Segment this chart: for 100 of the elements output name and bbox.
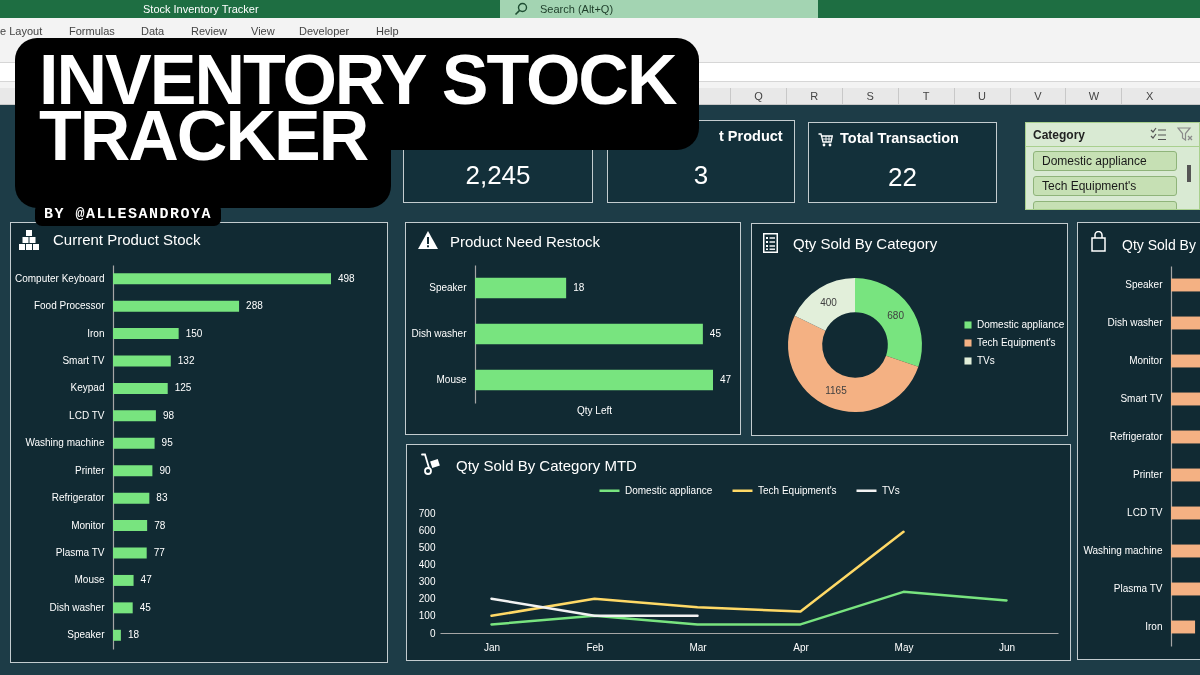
category-label: Data [141,24,165,38]
y-tick-label: Dish washer [411,328,468,339]
bar [113,465,153,477]
category-label: Formulas [69,24,115,38]
y-tick-label: Refrigerator [51,492,106,504]
data-label: 45 [139,601,152,613]
y-tick-label: Washing machine [25,437,105,449]
y-tick-label: 300 [418,576,436,588]
y-tick-label: Speaker [429,282,468,293]
category-label: Q [731,90,786,103]
category-label: V [1010,90,1066,103]
y-tick-label: LCD TV [1127,507,1163,518]
category-label: U [954,90,1010,103]
chart-title: Qty Sold By Category MTD [456,457,637,475]
data-label: 498 [338,272,356,284]
donut-slice [794,278,855,331]
text: Total Transaction [840,129,959,147]
slicer-button: Domestic appliance [1033,151,1177,171]
text: t Product [719,127,783,145]
y-tick-label: 0 [429,627,436,639]
y-tick-label: Plasma TV [55,547,105,558]
data-label: 77 [153,547,166,558]
donut-slice [855,278,922,367]
data-label: 47 [140,574,153,586]
y-tick-label: Iron [87,327,105,339]
y-tick-label: 500 [418,541,436,553]
x-tick-label: Mar [689,641,708,653]
text: BY @ALLESANDROYA [35,203,222,226]
category-label: Help [376,24,399,38]
y-tick-label: Speaker [67,629,106,641]
category-label: S [842,90,898,103]
y-tick-label: 600 [418,524,436,536]
data-label: 95 [161,437,174,449]
bar [113,437,155,449]
x-tick-label: Jun [998,641,1016,653]
slicer-button: Tech Equipment's [1033,176,1177,196]
y-tick-label: Dish washer [49,601,106,613]
y-tick-label: Refrigerator [1109,431,1164,442]
data-label: 132 [177,355,195,366]
legend-label: TVs [977,355,995,366]
data-label: 18 [573,282,585,293]
category-label: Review [191,24,228,38]
x-tick-label: Feb [586,641,605,653]
y-tick-label: Mouse [436,374,467,385]
line-series [490,530,905,618]
y-tick-label: Monitor [1129,355,1164,366]
data-label: 288 [246,300,264,312]
bar [113,574,134,586]
data-label: 150 [185,327,203,339]
data-label: 18 [127,629,140,641]
chart-title: Current Product Stock [53,231,201,249]
search-box: Search (Alt+Q) [500,0,818,18]
text: Category [1033,128,1086,142]
bar [113,300,240,312]
y-tick-label: 400 [418,558,436,570]
y-tick-label: Smart TV [1120,393,1163,404]
x-tick-label: May [894,641,914,653]
data-label: 400 [820,296,838,308]
bar [113,602,133,614]
y-tick-label: Washing machine [1083,545,1163,556]
data-label: 90 [159,464,171,476]
y-tick-label: Dish washer [1107,317,1164,328]
chart-title: Qty Sold By [1122,236,1196,254]
bar [113,629,121,641]
data-label: 680 [887,310,905,322]
y-tick-label: Computer Keyboard [15,272,105,284]
legend-label: Domestic appliance [977,319,1065,330]
bar [113,410,156,422]
chart-title: Product Need Restock [450,233,601,251]
y-tick-label: Smart TV [62,355,105,366]
category-label: T [898,90,954,103]
y-tick-label: Food Processor [33,300,106,312]
category-label: View [251,24,275,38]
y-tick-label: Printer [75,464,106,476]
chart-title: Qty Sold By Category [793,235,938,253]
data-label: 1165 [825,385,848,397]
category-label: R [786,90,842,103]
text: Stock Inventory Tracker [143,2,259,16]
y-tick-label: LCD TV [69,409,105,421]
text: 22 [887,162,918,192]
y-tick-label: Iron [1145,621,1163,632]
x-axis-title: Qty Left [576,404,613,416]
category-label: Developer [299,24,350,38]
category-label: X [1122,90,1178,103]
y-tick-label: Monitor [71,519,106,531]
bar [113,520,148,532]
y-tick-label: 200 [418,593,436,605]
y-tick-label: 700 [418,507,436,519]
y-tick-label: Printer [1133,469,1164,480]
data-label: 125 [174,382,192,394]
y-tick-label: 100 [418,610,436,622]
bar [113,382,168,394]
legend-label: TVs [882,484,900,496]
bar [113,273,331,285]
data-label: 98 [162,409,175,421]
data-label: 83 [156,492,168,504]
legend-label: Tech Equipment's [758,484,837,496]
bar [113,492,150,504]
x-tick-label: Apr [793,641,810,653]
data-label: 78 [154,519,166,531]
